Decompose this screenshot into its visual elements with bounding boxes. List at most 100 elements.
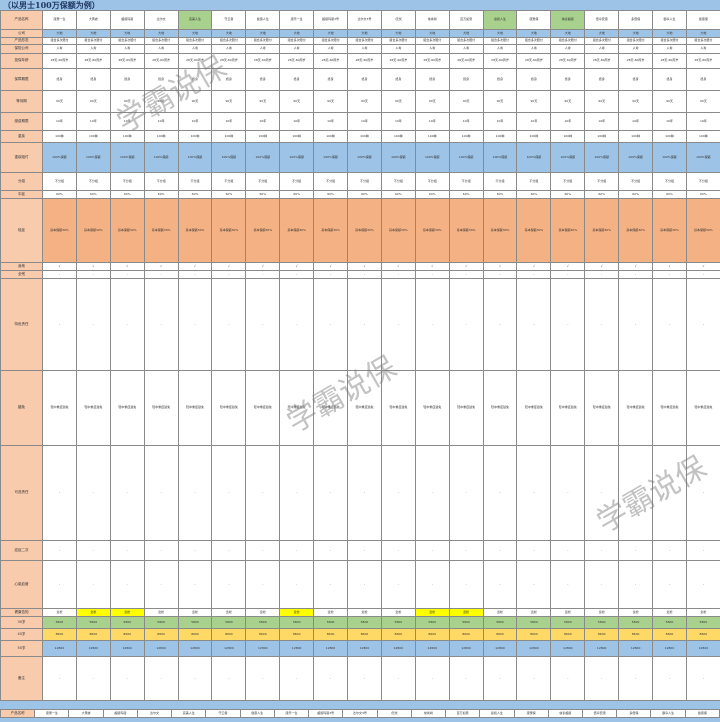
table-cell: - <box>653 657 687 701</box>
table-cell: 终身 <box>144 69 178 91</box>
table-cell: √ <box>212 263 246 271</box>
table-cell: 90天 <box>483 91 517 113</box>
row-label: 40岁 <box>1 629 43 641</box>
row-label: 30岁 <box>1 617 43 629</box>
table-cell: - <box>415 279 449 371</box>
table-cell: 终身 <box>43 69 77 91</box>
table-cell: √ <box>43 263 77 271</box>
table-cell: - <box>178 657 212 701</box>
table-cell: 不分组 <box>619 173 653 191</box>
table-cell: 28天-60周岁 <box>178 54 212 69</box>
table-cell: 12800 <box>212 641 246 657</box>
table-cell: 12800 <box>178 641 212 657</box>
row-label: 等待期 <box>1 91 43 113</box>
table-cell: - <box>449 541 483 561</box>
table-cell: 轻中重症豁免 <box>585 371 619 446</box>
table-cell: 基本保额30% <box>348 199 382 263</box>
table-cell: 终身 <box>110 69 144 91</box>
table-cell: 轻中重症豁免 <box>110 371 144 446</box>
table-cell: 100种 <box>619 131 653 143</box>
table-cell: 100%保额 <box>212 143 246 173</box>
table-cell: 5800 <box>551 617 585 629</box>
table-cell: 28天-60周岁 <box>551 54 585 69</box>
table-cell: 大黄蜂 <box>69 710 103 718</box>
table-cell: 60% <box>619 191 653 199</box>
table-cell: 大地 <box>415 30 449 38</box>
table-cell: 不分组 <box>76 173 110 191</box>
table-cell: - <box>178 541 212 561</box>
table-cell: 宽松 <box>280 609 314 617</box>
table-cell: 8600 <box>348 629 382 641</box>
table-cell: 常青树 <box>415 11 449 30</box>
table-cell: - <box>653 561 687 609</box>
table-cell: 超级玛丽 <box>110 11 144 30</box>
table-cell: 大地 <box>686 30 720 38</box>
table-cell: 28天-60周岁 <box>686 54 720 69</box>
table-cell: - <box>212 561 246 609</box>
table-cell: 100%保额 <box>551 143 585 173</box>
table-cell: - <box>43 271 77 279</box>
table-cell: - <box>483 271 517 279</box>
table-cell: - <box>348 541 382 561</box>
row-label: 癌症二次 <box>1 541 43 561</box>
table-cell: - <box>144 561 178 609</box>
table-cell: 达尔文 <box>137 710 171 718</box>
table-cell: 大地 <box>653 30 687 38</box>
table-cell: - <box>246 279 280 371</box>
table-cell: 10年 <box>415 113 449 131</box>
table-cell: 60% <box>144 191 178 199</box>
table-cell: 60% <box>43 191 77 199</box>
table-cell: - <box>212 657 246 701</box>
table-cell: - <box>280 657 314 701</box>
table-cell: 宽松 <box>551 609 585 617</box>
table-cell: 人寿 <box>144 45 178 54</box>
table-cell: 终身 <box>619 69 653 91</box>
table-row: 可选责任-------------------- <box>1 446 720 541</box>
table-cell: 宽松 <box>619 609 653 617</box>
table-cell: 轻中重症豁免 <box>483 371 517 446</box>
table-cell: 90天 <box>686 91 720 113</box>
table-cell: - <box>483 541 517 561</box>
table-cell: - <box>483 446 517 541</box>
table-cell: - <box>619 657 653 701</box>
table-cell: 10年 <box>246 113 280 131</box>
table-cell: - <box>449 279 483 371</box>
table-cell: - <box>212 279 246 371</box>
table-cell: 组合多次赔付 <box>653 38 687 45</box>
table-cell: 人寿 <box>348 45 382 54</box>
table-cell: 100种 <box>449 131 483 143</box>
table-cell: 守卫者 <box>212 11 246 30</box>
table-cell: 基本保额30% <box>76 199 110 263</box>
table-cell: 健康保 <box>685 710 719 718</box>
table-cell: 多倍保 <box>619 11 653 30</box>
table-cell: - <box>144 279 178 371</box>
table-cell: 100%保额 <box>686 143 720 173</box>
table-cell: 轻中重症豁免 <box>144 371 178 446</box>
table-cell: 5800 <box>110 617 144 629</box>
table-cell: 10年 <box>43 113 77 131</box>
table-cell: 12800 <box>619 641 653 657</box>
table-cell: 5800 <box>415 617 449 629</box>
table-cell: 不分组 <box>483 173 517 191</box>
table-cell: 宽松 <box>178 609 212 617</box>
table-cell: - <box>686 657 720 701</box>
table-cell: 基本保额30% <box>415 199 449 263</box>
table-cell: 5800 <box>144 617 178 629</box>
table-cell: 8600 <box>619 629 653 641</box>
table-cell: 轻中重症豁免 <box>517 371 551 446</box>
table-cell: 100%保额 <box>76 143 110 173</box>
table-cell: - <box>348 271 382 279</box>
table-cell: - <box>314 541 348 561</box>
table-cell: - <box>314 657 348 701</box>
table-cell: 8600 <box>280 629 314 641</box>
table-cell: 12800 <box>110 641 144 657</box>
table-cell: 人寿 <box>551 45 585 54</box>
table-cell: - <box>551 279 585 371</box>
table-cell: 90天 <box>76 91 110 113</box>
table-cell: 人寿 <box>653 45 687 54</box>
table-cell: - <box>212 541 246 561</box>
table-cell: 终身 <box>212 69 246 91</box>
